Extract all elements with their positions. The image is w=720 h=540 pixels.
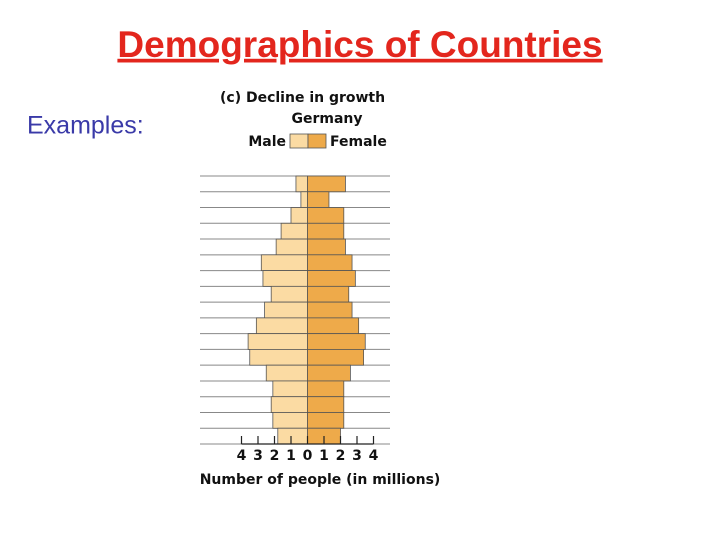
bar [247, 333, 308, 350]
bar [307, 270, 356, 287]
x-tick-label: 0 [303, 448, 313, 464]
bar [307, 380, 345, 398]
bar [290, 207, 308, 224]
bar [270, 285, 308, 303]
x-tick-label: 3 [253, 448, 263, 464]
bar [272, 412, 308, 429]
bar [260, 254, 308, 271]
chart-subtitle: Germany [291, 111, 362, 127]
bar [275, 238, 308, 256]
slide-title: Demographics of Countries [117, 24, 602, 65]
legend-swatch [289, 133, 309, 149]
bar [307, 301, 353, 319]
legend-label: Male [248, 134, 286, 150]
x-axis-label: Number of people (in millions) [200, 472, 441, 488]
legend-label: Female [330, 134, 387, 150]
bar [264, 301, 308, 319]
bar [307, 333, 366, 350]
bar [307, 349, 364, 366]
bar [307, 207, 345, 224]
bar [307, 191, 330, 208]
bar [307, 412, 345, 429]
x-tick-label: 2 [336, 448, 346, 464]
slide-label: Examples: [27, 112, 144, 140]
chart-title: (c) Decline in growth [220, 90, 385, 106]
x-tick-label: 4 [369, 448, 379, 464]
bar [307, 396, 345, 413]
bar [307, 238, 346, 256]
bar [295, 175, 308, 193]
bar [307, 175, 346, 193]
bar [249, 349, 308, 366]
legend-swatch [307, 133, 327, 149]
bar [307, 364, 351, 382]
x-tick-label: 4 [237, 448, 247, 464]
bar [300, 191, 308, 208]
bar [277, 427, 308, 445]
bar [262, 270, 308, 287]
bar [265, 364, 308, 382]
bar [270, 396, 308, 413]
x-tick-label: 2 [270, 448, 280, 464]
x-tick-label: 1 [286, 448, 296, 464]
bar [307, 254, 353, 271]
x-tick-label: 3 [352, 448, 362, 464]
bar [280, 222, 308, 240]
bar [307, 317, 360, 335]
bar [272, 380, 308, 398]
bar [307, 222, 345, 240]
bar [255, 317, 308, 335]
x-tick-label: 1 [319, 448, 329, 464]
bar [307, 285, 350, 303]
